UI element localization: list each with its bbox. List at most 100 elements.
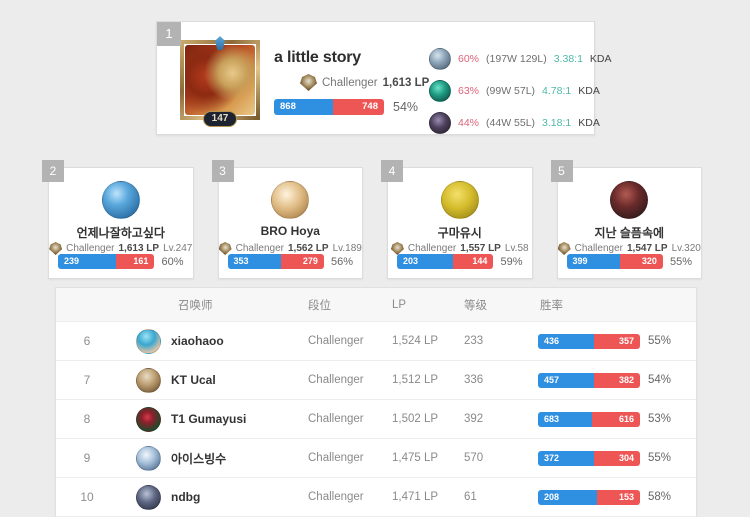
table-row[interactable]: 9 아이스빙수 Challenger 1,475 LP 570 372 304 … (56, 439, 696, 478)
row-winrate: 683 616 53% (538, 411, 696, 427)
wins-segment: 399 (566, 254, 621, 269)
row-lp: 1,502 LP (392, 413, 439, 425)
summoner-name[interactable]: 지난 슬픔속에 (594, 226, 665, 240)
row-tier: Challenger (308, 491, 364, 503)
champion-kda-1: 3.38:1 (553, 53, 583, 65)
row-level: 392 (464, 413, 484, 425)
rank-card-2[interactable]: 2 언제나잘하고싶다 Challenger 1,613 LP Lv.247 23… (42, 160, 194, 279)
row-summoner[interactable]: 아이스빙수 (118, 445, 308, 471)
row-summoner[interactable]: xiaohaoo (118, 328, 308, 354)
summoner-name[interactable]: 언제나잘하고싶다 (76, 226, 165, 240)
losses-segment: 357 (594, 333, 640, 349)
row-summoner[interactable]: KT Ucal (118, 367, 308, 393)
hero-champion-stats: 60% (197W 129L) 3.38:1 KDA 63% (99W 57L)… (429, 48, 612, 134)
table-row[interactable]: 7 KT Ucal Challenger 1,512 LP 336 457 38… (56, 361, 696, 400)
summoner-avatar[interactable] (440, 181, 479, 219)
rank-card-4[interactable]: 4 구마유시 Challenger 1,557 LP Lv.58 203 144… (381, 160, 533, 279)
row-summoner[interactable]: T1 Gumayusi (118, 406, 308, 432)
champion-stat-row[interactable]: 63% (99W 57L) 4.78:1 KDA (429, 80, 612, 102)
hero-level-badge: 147 (203, 111, 237, 127)
losses-segment: 382 (593, 372, 640, 388)
rank-badge-4: 4 (381, 160, 403, 182)
header-level[interactable]: 等级 (464, 299, 487, 312)
header-tier[interactable]: 段位 (308, 299, 331, 312)
table-row[interactable]: 8 T1 Gumayusi Challenger 1,502 LP 392 68… (56, 400, 696, 439)
winloss-bar: 353 279 56% (227, 254, 353, 269)
leaderboard-table: 召唤师 段位 LP 等级 胜率 6 xiaohaoo Challenger 1,… (55, 287, 697, 517)
tier-label: Challenger (66, 243, 115, 254)
header-lp[interactable]: LP (392, 298, 407, 311)
summoner-avatar[interactable] (271, 181, 310, 219)
winrate-text: 58% (648, 491, 672, 503)
champion-stat-row[interactable]: 60% (197W 129L) 3.38:1 KDA (429, 48, 612, 70)
rank-card-3[interactable]: 3 BRO Hoya Challenger 1,562 LP Lv.189 35… (211, 160, 363, 279)
summoner-avatar (136, 328, 161, 354)
level-value: Lv.58 (504, 243, 529, 254)
row-lp: 1,524 LP (392, 335, 439, 347)
tier-label: Challenger (235, 243, 284, 254)
champion-record-2: (99W 57L) (486, 85, 536, 97)
hero-winrate-text: 54% (393, 100, 419, 114)
winloss-bar: 203 144 59% (397, 254, 523, 269)
wins-segment: 457 (538, 372, 594, 388)
row-rank: 10 (80, 490, 94, 504)
winloss-bar-track: 868 748 (274, 99, 384, 115)
winloss-bar-track: 372 304 (538, 450, 640, 466)
top-ranks-card-row: 2 언제나잘하고싶다 Challenger 1,613 LP Lv.247 23… (42, 160, 702, 279)
row-rank: 6 (83, 334, 91, 348)
summoner-avatar[interactable] (610, 181, 649, 219)
row-level: 570 (464, 452, 484, 464)
challenger-emblem-icon (49, 242, 63, 255)
wins-segment: 208 (538, 489, 597, 505)
rank-card-5[interactable]: 5 지난 슬픔속에 Challenger 1,547 LP Lv.320 399… (550, 160, 702, 279)
winloss-bar-track: 239 161 (58, 254, 155, 269)
losses-segment: 616 (591, 411, 640, 427)
row-summoner[interactable]: ndbg (118, 484, 308, 510)
lp-value: 1,562 LP (287, 243, 329, 254)
hero-summoner-name[interactable]: a little story (274, 49, 362, 66)
row-tier: Challenger (308, 413, 364, 425)
header-summoner[interactable]: 召唤师 (178, 299, 213, 312)
champion-icon-1 (429, 48, 451, 70)
hero-tier-label: Challenger (322, 76, 378, 89)
summoner-name[interactable]: BRO Hoya (260, 224, 320, 238)
row-rank: 9 (83, 451, 91, 465)
wins-segment: 353 (227, 254, 282, 269)
tier-label: Challenger (574, 243, 623, 254)
table-row[interactable]: 10 ndbg Challenger 1,471 LP 61 208 153 5… (56, 478, 696, 517)
wins-segment: 868 (274, 99, 334, 115)
champion-record-3: (44W 55L) (486, 117, 536, 129)
header-winrate[interactable]: 胜率 (540, 299, 563, 312)
hero-lp-value: 1,613 LP (382, 76, 430, 89)
summoner-name: xiaohaoo (171, 334, 224, 348)
summoner-avatar[interactable] (101, 181, 140, 219)
row-tier: Challenger (308, 452, 364, 464)
losses-segment: 279 (281, 254, 324, 269)
winloss-bar-track: 399 320 (566, 254, 663, 269)
table-row[interactable]: 6 xiaohaoo Challenger 1,524 LP 233 436 3… (56, 322, 696, 361)
level-value: Lv.247 (163, 243, 193, 254)
champion-icon-3 (429, 112, 451, 134)
row-winrate: 436 357 55% (538, 333, 696, 349)
champion-winrate-1: 60% (458, 53, 480, 65)
row-level: 61 (464, 491, 477, 503)
challenger-emblem-icon (557, 242, 571, 255)
challenger-emblem-icon (390, 242, 404, 255)
row-level: 336 (464, 374, 484, 386)
top-ranked-player-card[interactable]: 1 147 a little story Challenger 1,613 LP… (156, 11, 612, 135)
summoner-avatar (136, 406, 161, 432)
champion-stat-row[interactable]: 44% (44W 55L) 3.18:1 KDA (429, 112, 612, 134)
wins-segment: 203 (397, 254, 454, 269)
tier-line: Challenger 1,613 LP Lv.247 (49, 242, 193, 255)
summoner-avatar (136, 445, 161, 471)
losses-segment: 161 (115, 254, 155, 269)
lp-value: 1,557 LP (460, 243, 501, 254)
champion-winrate-3: 44% (458, 117, 480, 129)
row-rank: 7 (83, 373, 91, 387)
hero-card-body: 1 147 a little story Challenger 1,613 LP… (156, 21, 612, 135)
hero-avatar[interactable]: 147 (180, 36, 260, 127)
winrate-text: 55% (669, 255, 692, 268)
hero-info: a little story Challenger 1,613 LP 868 7… (274, 49, 459, 115)
champion-kda-2: 4.78:1 (542, 85, 572, 97)
summoner-name[interactable]: 구마유시 (437, 226, 482, 240)
